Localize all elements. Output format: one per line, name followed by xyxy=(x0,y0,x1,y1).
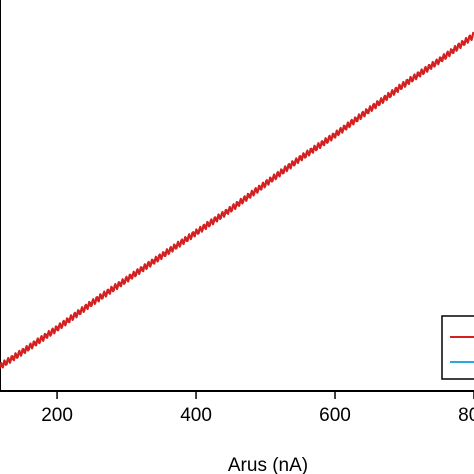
series-line-1 xyxy=(0,31,474,370)
x-tick-label: 800 xyxy=(458,405,474,426)
x-tick-label: 200 xyxy=(41,405,73,426)
legend xyxy=(441,315,474,380)
x-axis: 200 400 600 800 xyxy=(41,391,474,426)
plot-frame xyxy=(0,0,474,392)
x-tick-label: 400 xyxy=(180,405,212,426)
series-group xyxy=(0,31,474,370)
plot-area xyxy=(0,0,474,392)
legend-box xyxy=(441,315,474,380)
x-axis-label: Arus (nA) xyxy=(228,455,308,474)
x-tick-label: 600 xyxy=(319,405,351,426)
